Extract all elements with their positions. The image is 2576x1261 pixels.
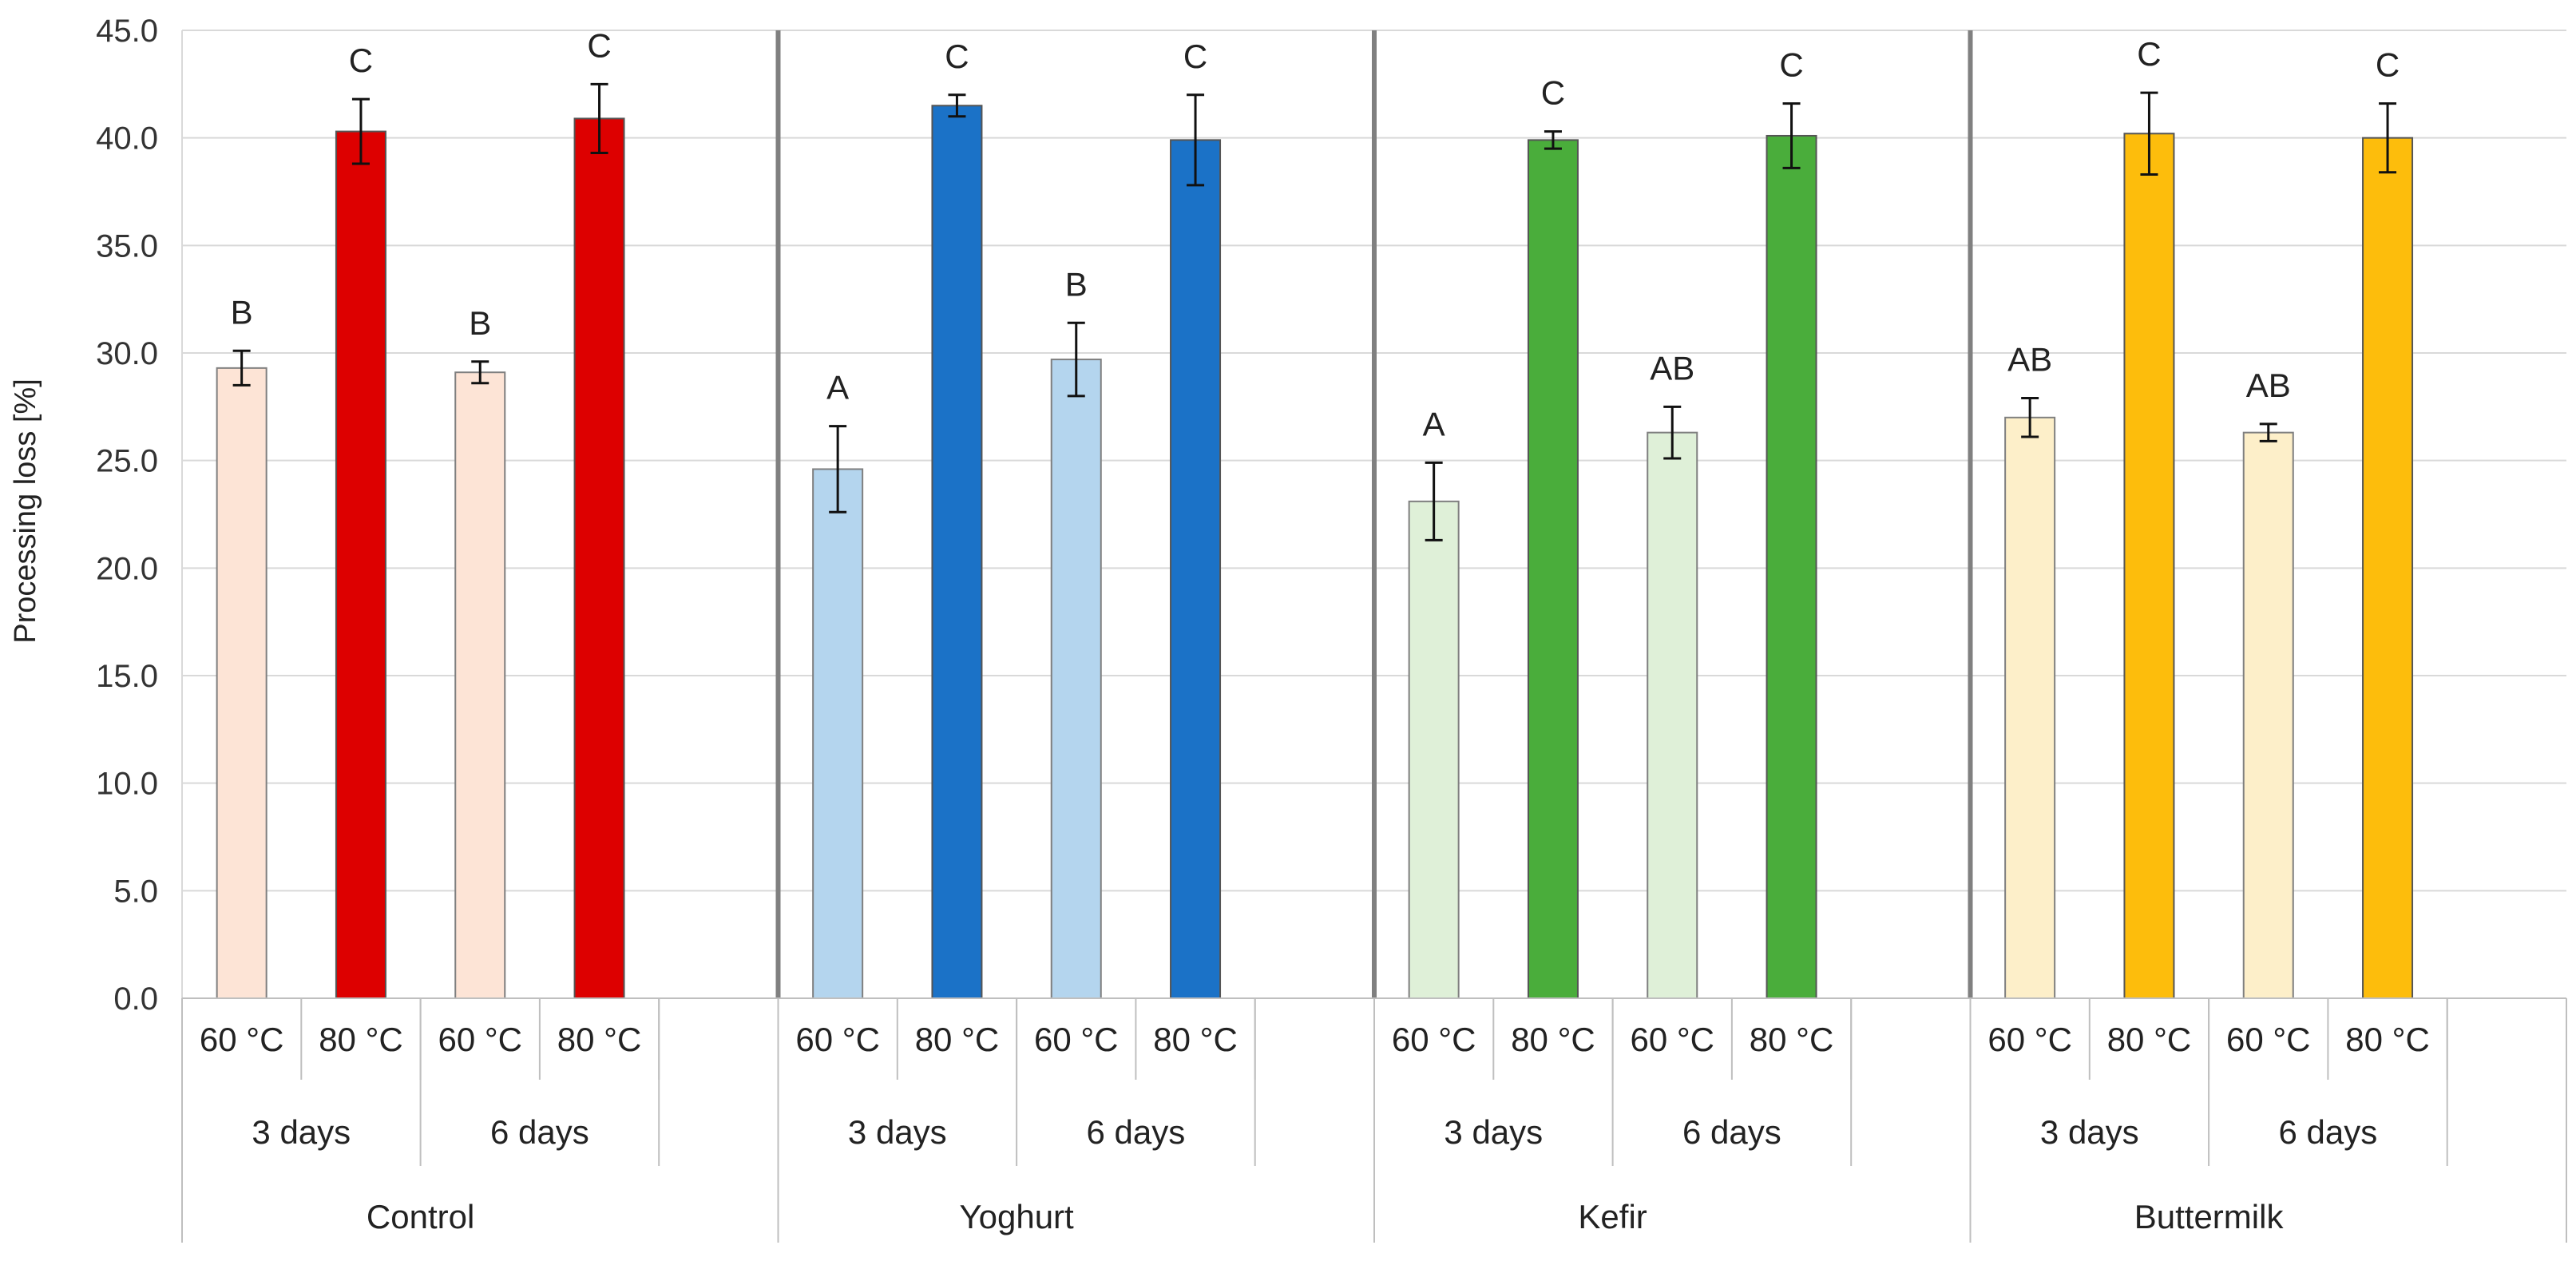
bar xyxy=(573,117,625,1000)
temperature-label: 60 °C xyxy=(1987,1021,2072,1058)
y-tick-label: 40.0 xyxy=(96,121,158,157)
group-label: Kefir xyxy=(1578,1198,1647,1235)
bar xyxy=(931,105,983,999)
y-tick-label: 30.0 xyxy=(96,336,158,371)
duration-label: 3 days xyxy=(2040,1113,2139,1151)
significance-letter: A xyxy=(1423,405,1445,442)
temperature-label: 60 °C xyxy=(1034,1021,1119,1058)
bar xyxy=(1647,431,1698,999)
temperature-label: 80 °C xyxy=(557,1021,642,1058)
temperature-label: 80 °C xyxy=(319,1021,403,1058)
bar xyxy=(1408,500,1460,999)
bar xyxy=(2362,137,2414,1000)
y-tick-label: 35.0 xyxy=(96,228,158,264)
significance-letter: B xyxy=(231,293,253,331)
significance-letter: C xyxy=(2137,35,2161,73)
bar xyxy=(2004,416,2056,999)
y-tick-label: 20.0 xyxy=(96,551,158,586)
bar xyxy=(1527,139,1579,1000)
bar xyxy=(2123,133,2175,999)
temperature-label: 80 °C xyxy=(1153,1021,1238,1058)
duration-label: 3 days xyxy=(252,1113,351,1151)
significance-letter: B xyxy=(469,304,491,342)
temperature-label: 80 °C xyxy=(1511,1021,1595,1058)
bar xyxy=(216,367,268,999)
significance-letter: C xyxy=(945,38,969,75)
significance-letter: AB xyxy=(1650,349,1694,387)
group-label: Control xyxy=(367,1198,474,1235)
group-label: Yoghurt xyxy=(959,1198,1074,1235)
temperature-label: 80 °C xyxy=(1750,1021,1834,1058)
temperature-label: 60 °C xyxy=(1392,1021,1476,1058)
y-tick-label: 10.0 xyxy=(96,767,158,802)
significance-letter: C xyxy=(349,42,373,79)
temperature-label: 80 °C xyxy=(2107,1021,2192,1058)
bar xyxy=(335,130,386,999)
significance-letter: B xyxy=(1065,265,1088,303)
significance-letter: C xyxy=(587,26,611,64)
significance-letter: C xyxy=(1541,74,1565,112)
y-tick-label: 15.0 xyxy=(96,659,158,694)
temperature-label: 80 °C xyxy=(915,1021,1000,1058)
duration-label: 6 days xyxy=(2279,1113,2378,1151)
significance-letter: AB xyxy=(2007,341,2052,379)
category-axis: 60 °C 80 °C 3 days 60 °C 80 °C 6 days Control 6… xyxy=(181,997,2567,1243)
bar xyxy=(2242,431,2294,999)
bar xyxy=(1766,134,1817,999)
significance-letter: C xyxy=(1779,46,1803,84)
temperature-label: 60 °C xyxy=(438,1021,522,1058)
y-tick-label: 0.0 xyxy=(113,981,158,1017)
temperature-label: 60 °C xyxy=(1630,1021,1714,1058)
duration-label: 6 days xyxy=(1682,1113,1781,1151)
group-label: Buttermilk xyxy=(2134,1198,2285,1235)
duration-label: 6 days xyxy=(490,1113,589,1151)
bar xyxy=(454,371,506,999)
bar xyxy=(812,468,864,999)
temperature-label: 60 °C xyxy=(200,1021,284,1058)
temperature-label: 80 °C xyxy=(2345,1021,2430,1058)
error-bars xyxy=(232,82,2397,541)
significance-letter: A xyxy=(826,369,849,406)
duration-label: 6 days xyxy=(1087,1113,1186,1151)
y-axis-ticks: 0.0 5.0 10.0 15.0 20.0 25.0 30.0 35.0 40.0 45.0 xyxy=(96,14,158,1017)
bar xyxy=(1050,359,1102,999)
significance-letter: C xyxy=(1183,38,1207,75)
significance-letter: C xyxy=(2376,46,2400,84)
y-tick-label: 5.0 xyxy=(113,874,158,909)
bar xyxy=(1170,139,1222,1000)
bars xyxy=(216,105,2414,1000)
y-axis-title: Processing loss [%] xyxy=(9,379,42,644)
temperature-label: 60 °C xyxy=(2226,1021,2311,1058)
temperature-label: 60 °C xyxy=(795,1021,880,1058)
duration-label: 3 days xyxy=(1444,1113,1543,1151)
duration-label: 3 days xyxy=(848,1113,947,1151)
y-tick-label: 25.0 xyxy=(96,444,158,479)
group-separators xyxy=(775,30,1973,998)
y-tick-label: 45.0 xyxy=(96,14,158,49)
significance-letter: AB xyxy=(2246,367,2291,404)
significance-letters: B C B C A C B C A C AB C AB C AB C xyxy=(231,26,2400,442)
